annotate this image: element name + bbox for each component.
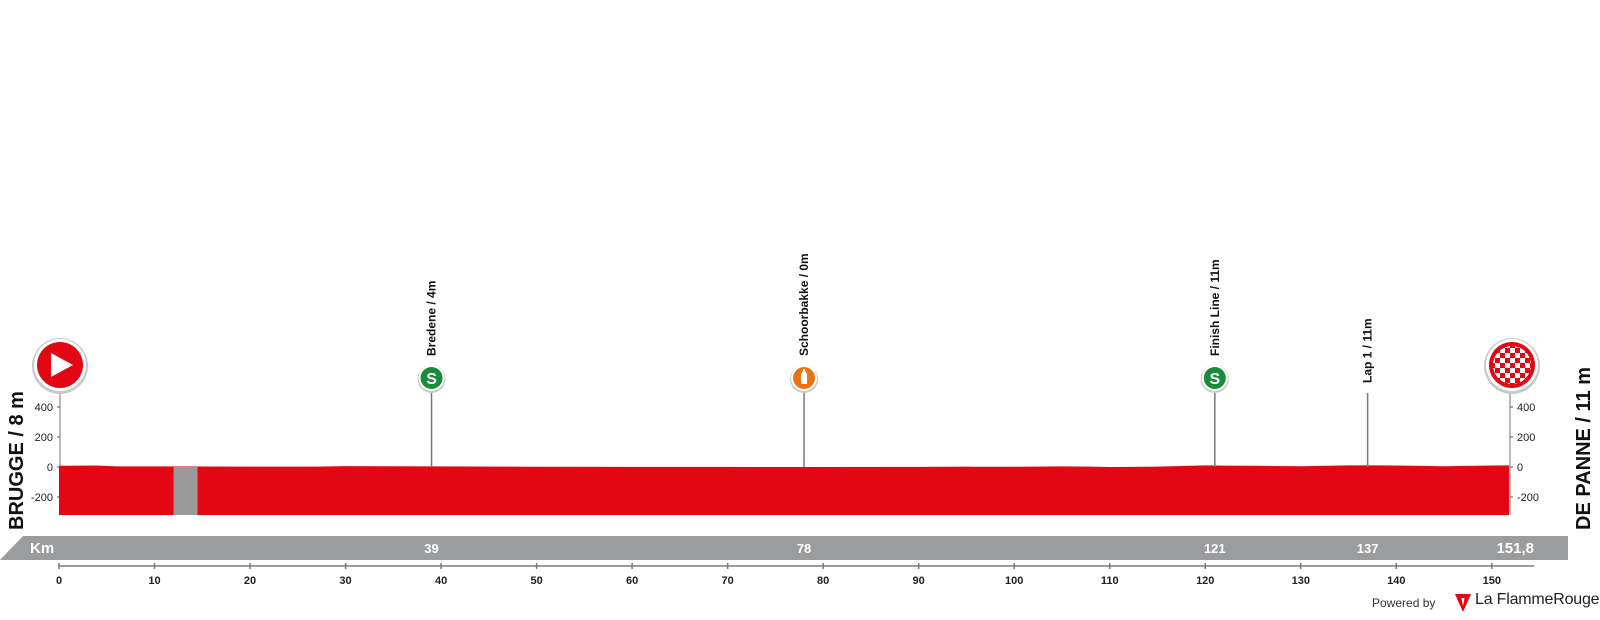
x-tick-label: 70 <box>722 575 734 587</box>
x-tick-label: 20 <box>244 575 256 587</box>
waypoint-label: Finish Line / 11m <box>1208 259 1222 356</box>
powered-by-text: Powered by <box>1372 596 1436 610</box>
km-axis-label: Km <box>30 540 54 557</box>
feed-zone-icon <box>790 365 819 393</box>
svg-text:S: S <box>1209 371 1220 388</box>
x-tick-label: 120 <box>1196 575 1214 587</box>
finish-flag-icon <box>1484 338 1540 394</box>
km-marker-label: 39 <box>424 541 438 556</box>
x-tick-label: 130 <box>1292 575 1310 587</box>
y-tick-label-right: -200 <box>1517 492 1539 504</box>
sprint-icon: S <box>417 365 446 393</box>
y-tick-label-right: 400 <box>1517 402 1535 414</box>
x-tick-label: 140 <box>1387 575 1405 587</box>
y-tick-label-left: -200 <box>31 492 53 504</box>
start-icon <box>32 338 88 394</box>
sprint-icon: S <box>1200 365 1229 393</box>
waypoint-label: Bredene / 4m <box>425 281 439 356</box>
x-tick-label: 40 <box>435 575 447 587</box>
brand-name: La FlammeRouge <box>1475 591 1600 608</box>
finish-city-label: DE PANNE / 11 m <box>1573 367 1595 530</box>
x-tick-label: 0 <box>56 575 62 587</box>
y-tick-label-right: 200 <box>1517 432 1535 444</box>
y-tick-label-left: 400 <box>35 402 53 414</box>
x-tick-label: 90 <box>913 575 925 587</box>
x-tick-label: 110 <box>1101 575 1119 587</box>
y-tick-label-left: 200 <box>35 432 53 444</box>
x-tick-label: 30 <box>339 575 351 587</box>
flamme-rouge-logo-icon <box>1455 594 1471 612</box>
km-marker-label: 151,8 <box>1496 540 1534 557</box>
elevation-profile-area <box>59 465 1509 515</box>
svg-text:S: S <box>426 371 437 388</box>
x-tick-label: 150 <box>1483 575 1501 587</box>
km-marker-label: 137 <box>1357 541 1379 556</box>
x-tick-label: 50 <box>530 575 542 587</box>
y-tick-label-left: 0 <box>47 462 53 474</box>
x-tick-label: 10 <box>148 575 160 587</box>
km-marker-label: 121 <box>1204 541 1226 556</box>
y-tick-label-right: 0 <box>1517 462 1523 474</box>
waypoint-label: Schoorbakke / 0m <box>797 253 811 356</box>
km-bar <box>0 536 1568 560</box>
x-tick-label: 80 <box>817 575 829 587</box>
x-tick-label: 60 <box>626 575 638 587</box>
km-marker-label: 78 <box>797 541 811 556</box>
start-city-label: BRUGGE / 8 m <box>6 391 28 530</box>
neutral-zone-box <box>173 467 198 515</box>
waypoint-label: Lap 1 / 11m <box>1361 318 1375 383</box>
x-tick-label: 100 <box>1005 575 1023 587</box>
